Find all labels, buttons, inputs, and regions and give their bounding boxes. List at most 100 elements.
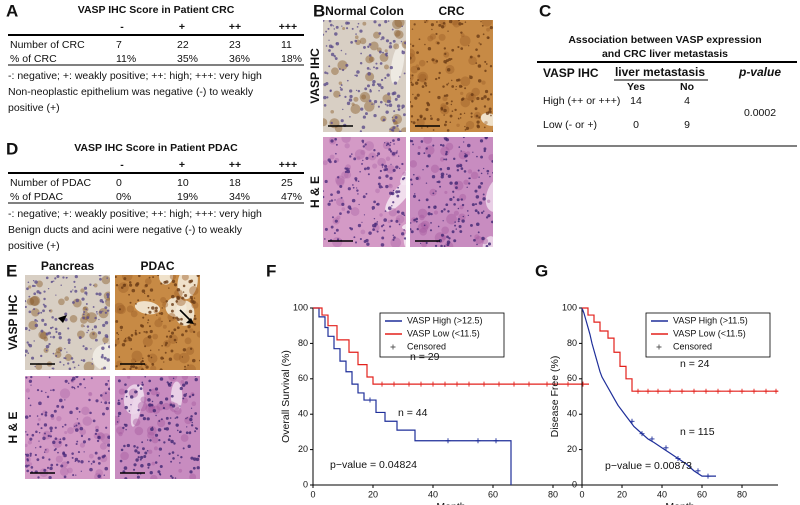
nucleus [175,300,178,303]
nucleus [432,192,435,195]
stain [115,339,120,345]
column-header: CRC [439,4,465,18]
nucleus [440,106,444,110]
stain [361,94,367,100]
stain [395,30,404,39]
nucleus [149,288,154,292]
nucleus [135,303,137,305]
nucleus [467,214,470,217]
censor-mark [445,438,451,444]
nucleus [421,127,423,129]
nucleus [54,426,57,429]
micrograph [410,137,493,247]
stain [121,275,133,282]
stain [354,35,359,40]
nucleus [193,317,197,321]
nucleus [327,27,330,30]
nucleus [388,148,392,151]
nucleus [169,335,173,339]
table-cell: 19% [177,191,198,203]
nucleus [384,53,388,56]
nucleus [60,464,64,468]
nucleus [118,308,122,311]
nucleus [455,85,457,88]
nucleus [451,85,455,88]
nucleus [90,377,93,380]
nucleus [482,167,485,170]
nucleus [179,462,181,464]
nucleus [359,61,363,65]
censor-mark [695,468,701,474]
nucleus [470,223,473,227]
stain [433,210,439,215]
nucleus [25,415,29,419]
row-label: Number of CRC [10,39,85,51]
nucleus [157,275,160,277]
stain [460,91,464,96]
table-cell: 14 [630,95,642,107]
nucleus [184,365,187,368]
nucleus [194,377,198,382]
nucleus [423,224,426,227]
nucleus [139,387,143,390]
nucleus [431,28,433,31]
nucleus [349,94,353,99]
nucleus [186,426,188,428]
nucleus [55,294,57,296]
nucleus [183,368,187,370]
legend-censor [656,344,662,350]
censor-mark [493,438,499,444]
nucleus [104,321,109,325]
nucleus [143,292,146,295]
row-label: Low (- or +) [543,119,597,131]
nucleus [373,217,376,220]
nucleus [479,43,482,46]
legend-label: VASP High (>11.5) [673,315,748,325]
nucleus [43,451,46,453]
nucleus [187,444,191,448]
nucleus [466,143,471,148]
stain [415,64,420,68]
nucleus [460,85,463,88]
nucleus [168,452,171,455]
nucleus [347,187,351,191]
nucleus [414,96,418,100]
nucleus [470,115,473,118]
row-header: VASP IHC [543,66,599,80]
stain [365,72,375,82]
censor-mark [418,381,424,387]
column-header: - [120,159,124,171]
nucleus [428,91,431,93]
nucleus [463,112,466,115]
stain [379,213,383,217]
nucleus [93,325,97,329]
nucleus [31,433,35,437]
nucleus [451,48,455,52]
nucleus [391,192,394,195]
nucleus [353,157,357,161]
stain [156,402,165,411]
nucleus [156,314,158,316]
nucleus [35,430,38,434]
stain [118,388,125,395]
nucleus [161,344,163,347]
nucleus [48,376,51,379]
nucleus [403,237,406,240]
stain [52,438,63,449]
stain [486,199,491,203]
nucleus [416,228,419,231]
nucleus [170,309,174,313]
stain [99,442,107,450]
nucleus [487,242,492,246]
nucleus [44,413,48,417]
nucleus [48,309,51,312]
nucleus [401,162,404,166]
nucleus [74,289,78,293]
nucleus [162,406,166,410]
stain [100,367,104,370]
stain [80,288,85,293]
nucleus [148,310,152,314]
nucleus [486,169,490,173]
nucleus [418,38,421,41]
nucleus [433,205,437,209]
